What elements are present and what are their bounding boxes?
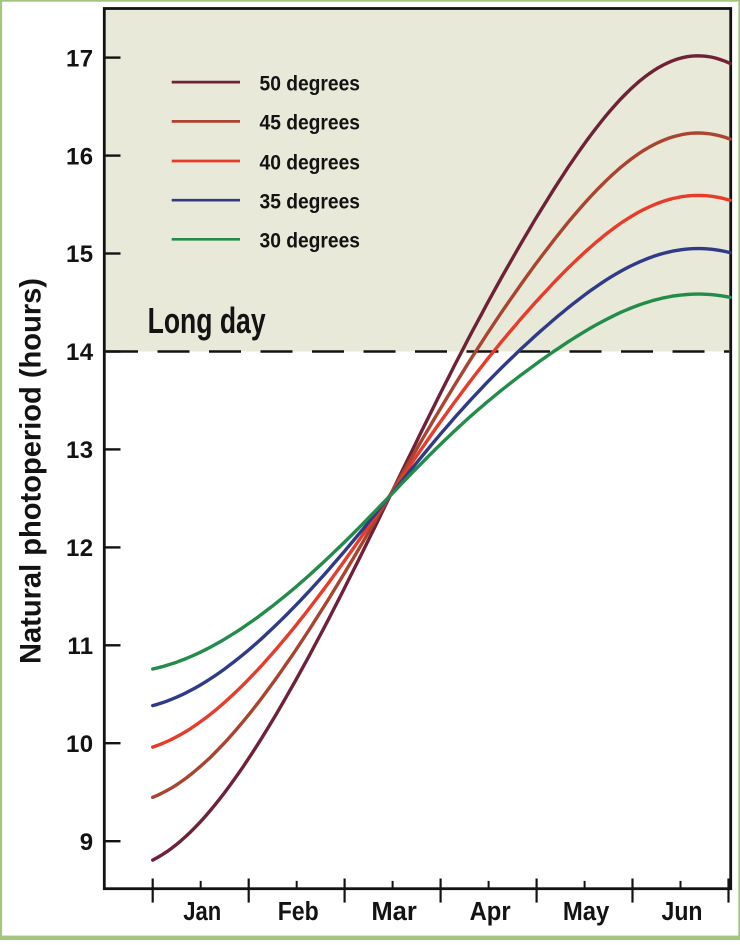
svg-text:14: 14 (66, 339, 94, 366)
svg-text:13: 13 (66, 437, 94, 464)
svg-text:30 degrees: 30 degrees (260, 229, 361, 253)
svg-text:Jan: Jan (183, 898, 221, 926)
svg-text:16: 16 (66, 143, 94, 170)
svg-text:50 degrees: 50 degrees (260, 71, 361, 95)
svg-text:May: May (563, 898, 610, 926)
svg-text:10: 10 (66, 731, 94, 758)
svg-text:17: 17 (66, 45, 94, 72)
svg-text:Mar: Mar (371, 898, 417, 926)
svg-text:Jun: Jun (662, 898, 703, 926)
svg-text:Feb: Feb (278, 898, 319, 926)
svg-text:35 degrees: 35 degrees (260, 190, 361, 214)
svg-text:45 degrees: 45 degrees (260, 111, 361, 135)
svg-text:9: 9 (80, 829, 94, 856)
svg-text:12: 12 (66, 535, 94, 562)
svg-text:Natural photoperiod (hours): Natural photoperiod (hours) (15, 278, 48, 664)
svg-text:15: 15 (66, 241, 94, 268)
svg-text:40 degrees: 40 degrees (260, 150, 361, 174)
svg-text:Long day: Long day (148, 300, 266, 341)
svg-text:Apr: Apr (470, 898, 511, 926)
svg-text:11: 11 (67, 633, 93, 660)
